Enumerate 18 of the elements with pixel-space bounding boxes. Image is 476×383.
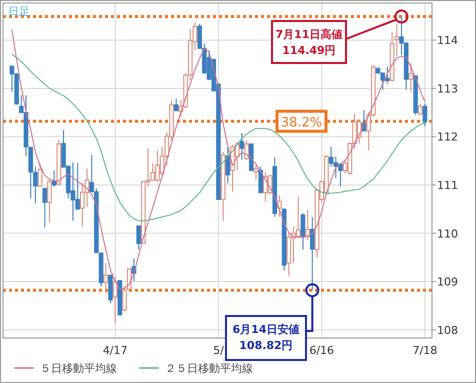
- y-tick-label: 111: [437, 178, 458, 192]
- x-tick-label: 4/17: [102, 344, 128, 357]
- level-label: 38.2%: [276, 110, 328, 133]
- y-tick-label: 114: [437, 34, 458, 48]
- x-tick-label: 6/16: [309, 344, 334, 357]
- y-tick-label: 109: [437, 276, 458, 289]
- annotation: 7月11日高値 114.49円: [276, 28, 342, 57]
- legend-label: ５日移動平均線: [40, 362, 117, 375]
- x-tick-label: 7/18: [412, 344, 438, 357]
- y-tick-label: 108: [437, 324, 458, 337]
- y-tick-label: 113: [437, 82, 458, 96]
- annotation: 6月14日安値 108.82円: [232, 323, 300, 352]
- y-tick-label: 112: [437, 130, 458, 144]
- legend-label: ２５日移動平均線: [165, 362, 253, 375]
- y-tick-label: 110: [437, 227, 458, 240]
- chart-title: 日足: [8, 5, 30, 18]
- x-tick-label: 5/: [213, 344, 224, 357]
- annotation: 38.2%: [280, 115, 322, 130]
